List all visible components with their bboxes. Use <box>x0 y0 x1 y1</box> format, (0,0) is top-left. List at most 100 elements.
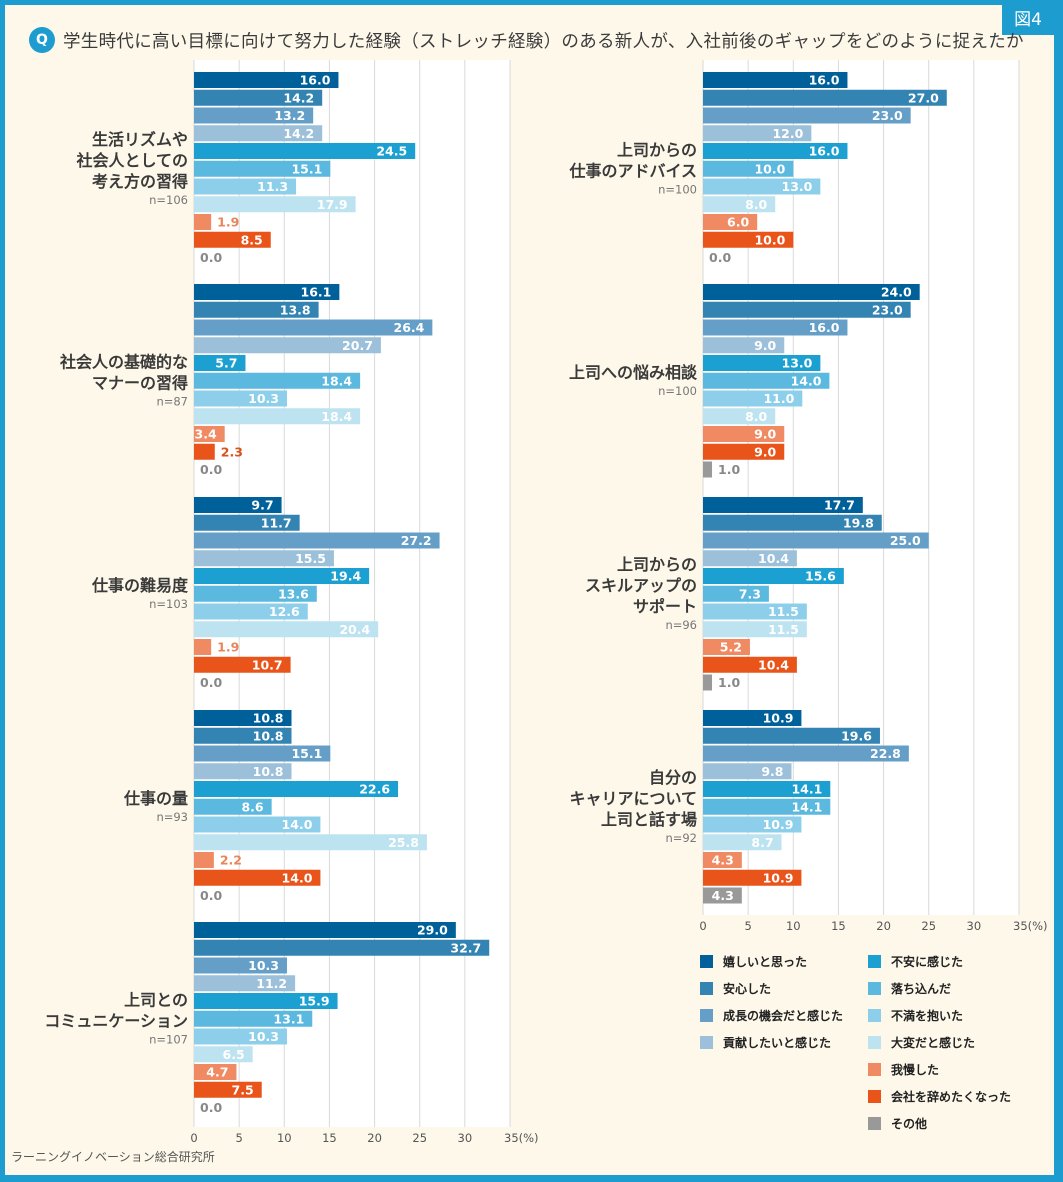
legend-label: 嬉しいと思った <box>723 955 808 969</box>
category-label: 上司との <box>124 991 188 1010</box>
bar <box>194 781 399 797</box>
bar-group: 29.032.710.311.215.913.110.36.54.77.50.0… <box>44 922 490 1115</box>
bar-value-label: 3.4 <box>195 427 217 442</box>
bar-value-label: 0.0 <box>200 1100 222 1115</box>
legend-swatch <box>868 1090 881 1103</box>
legend-label: 不満を抱いた <box>891 1009 964 1023</box>
bar <box>194 1028 287 1045</box>
bar <box>703 143 848 159</box>
category-label: 上司への悩み相談 <box>569 363 698 382</box>
bar-value-label: 11.5 <box>768 604 799 619</box>
category-label: 仕事のアドバイス <box>568 162 697 181</box>
bar-value-label: 9.0 <box>754 338 776 353</box>
category-label: 社会人の基礎的な <box>59 353 188 372</box>
bar <box>194 639 212 655</box>
bar <box>194 585 317 602</box>
bar-value-label: 16.0 <box>809 320 840 335</box>
bar-value-label: 16.1 <box>301 285 332 300</box>
category-label: マナーの習得 <box>92 374 188 393</box>
bar <box>703 72 848 88</box>
x-tick-label: 35(%) <box>504 1131 539 1145</box>
bar-value-label: 15.5 <box>295 551 326 566</box>
bar <box>194 497 282 513</box>
bar-value-label: 8.6 <box>241 799 263 814</box>
sample-size-label: n=87 <box>156 395 188 409</box>
bar <box>703 745 909 762</box>
bar <box>703 497 863 513</box>
bar-value-label: 14.0 <box>282 870 313 885</box>
bar <box>194 621 379 638</box>
legend-label: 会社を辞めたくなった <box>891 1090 1012 1104</box>
bar-value-label: 10.3 <box>248 391 279 406</box>
sample-size-label: n=100 <box>658 384 697 398</box>
bar-group: 10.8 10.8 15.1 10.8 22.6 8.6 14.0 25.8 2.2 14.0 0.… <box>123 710 427 903</box>
legend: 嬉しいと思った 不安に感じた 安心した 落ち込んだ 成長の機会だと感じた 不満を抱いた 貢献… <box>700 948 1040 1137</box>
bar <box>703 196 776 213</box>
bar <box>703 231 794 248</box>
legend-label: 成長の機会だと感じた <box>723 1009 844 1023</box>
legend-swatch <box>700 1009 713 1022</box>
bar <box>194 957 287 974</box>
x-tick-label: 15 <box>322 1131 337 1145</box>
bar-value-label: 5.2 <box>720 640 742 655</box>
bar-value-label: 14.1 <box>791 799 822 814</box>
category-label: 上司からの <box>617 555 697 574</box>
bar-value-label: 14.0 <box>791 373 822 388</box>
bar-value-label: 19.6 <box>841 728 872 743</box>
bar-value-label: 7.5 <box>232 1082 254 1097</box>
bar-group: 9.7 11.7 27.2 15.5 19.4 13.6 12.6 20.4 1.9 10.7 0.… <box>91 497 440 690</box>
legend-swatch <box>700 1036 713 1049</box>
bar-group: 24.0 23.0 16.0 9.0 13.0 14.0 11.0 8.0 9.0 9.0 1.0 上… <box>569 284 920 478</box>
bar <box>703 781 831 797</box>
legend-swatch <box>868 982 881 995</box>
bar-group: 16.1 13.8 26.4 20.7 5.7 18.4 10.3 18.4 3.4 2.3 0.0… <box>59 284 433 477</box>
legend-swatch <box>868 1036 881 1049</box>
bar <box>703 816 802 833</box>
bar <box>703 337 785 354</box>
category-label: 生活リズムや <box>92 130 188 149</box>
bar <box>194 196 356 213</box>
bar <box>194 1081 262 1098</box>
bar <box>194 107 314 124</box>
bar-value-label: 22.6 <box>359 782 390 797</box>
bar-value-label: 11.0 <box>763 391 794 406</box>
legend-item: 落ち込んだ <box>868 975 1036 1002</box>
legend-label: 我慢した <box>891 1063 940 1077</box>
bar-value-label: 0.0 <box>200 250 222 265</box>
x-tick-label: 0 <box>190 1131 197 1145</box>
category-label: 上司と話す場 <box>601 810 697 829</box>
bar-value-label: 27.2 <box>401 533 432 548</box>
bar <box>194 337 381 354</box>
legend-label: 不安に感じた <box>891 955 964 969</box>
bar-group: 16.0 14.2 13.2 14.2 24.5 15.111.3 17.9 1.98.5 0.… <box>75 72 416 265</box>
bar-value-label: 13.8 <box>280 302 311 317</box>
legend-item: 貢献したいと感じた <box>700 1029 868 1056</box>
bar <box>194 1010 313 1027</box>
bar <box>194 214 212 230</box>
bar <box>703 390 803 407</box>
bar <box>194 745 331 762</box>
bar-value-label: 24.5 <box>376 144 407 159</box>
x-tick-label: 30 <box>967 919 982 933</box>
legend-item: 会社を辞めたくなった <box>868 1083 1036 1110</box>
bar <box>703 887 742 904</box>
bar <box>703 514 882 531</box>
chart-panel-left: 0 5 10 15 20 25 30 35(%) 16.0 14.2 13.2 14.2 24.5 15.… <box>44 60 539 1145</box>
x-tick-label: 20 <box>367 1131 382 1145</box>
legend-label: 落ち込んだ <box>891 982 952 996</box>
bar-value-label: 15.1 <box>291 746 322 761</box>
bar-value-label: 6.0 <box>727 215 749 230</box>
bar <box>703 160 794 177</box>
bar-value-label: 9.8 <box>761 764 783 779</box>
legend-item: 大変だと感じた <box>868 1029 1036 1056</box>
bar <box>194 834 427 851</box>
bar-value-label: 4.3 <box>712 853 734 868</box>
bar-value-label: 1.9 <box>217 640 239 655</box>
bar <box>194 603 308 620</box>
bar <box>194 568 370 584</box>
bar <box>703 727 880 744</box>
bar-value-label: 26.4 <box>394 320 425 335</box>
chart-title: 学生時代に高い目標に向けて努力した経験（ストレッチ経験）のある新人が、入社前後の… <box>63 31 1024 52</box>
bar <box>194 178 297 195</box>
source-credit: ラーニングイノベーション総合研究所 <box>11 1150 215 1164</box>
